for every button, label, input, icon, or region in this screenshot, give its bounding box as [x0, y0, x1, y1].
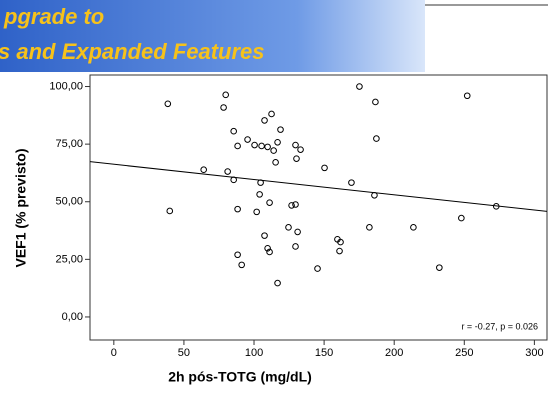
- point: [337, 238, 344, 246]
- point: [336, 247, 343, 255]
- point: [222, 91, 229, 99]
- watermark-banner: [0, 0, 425, 72]
- point: [410, 224, 417, 231]
- x-tick-label: 50: [178, 347, 190, 359]
- point: [264, 244, 271, 252]
- point: [224, 168, 231, 175]
- point: [261, 232, 268, 239]
- point: [372, 98, 379, 106]
- point: [238, 261, 245, 269]
- x-tick-label: 0: [111, 347, 117, 359]
- point: [458, 214, 465, 222]
- point: [277, 126, 284, 133]
- point: [274, 279, 281, 287]
- point: [266, 199, 273, 206]
- fit-line: [90, 161, 547, 212]
- x-tick-label: 200: [385, 347, 403, 359]
- point: [230, 176, 237, 184]
- point: [285, 224, 292, 231]
- point: [356, 83, 363, 90]
- x-tick-label: 100: [245, 347, 263, 359]
- point: [266, 248, 273, 256]
- watermark-text: s and Expanded Features: [0, 39, 265, 64]
- y-axis-label: VEF1 (% previsto): [13, 148, 29, 267]
- point: [220, 104, 227, 111]
- point: [293, 155, 300, 162]
- point: [257, 179, 264, 186]
- point: [366, 224, 373, 231]
- point: [230, 127, 237, 135]
- y-tick-label: 75,00: [55, 138, 83, 150]
- point: [272, 159, 279, 166]
- point: [292, 201, 299, 208]
- point: [321, 164, 328, 172]
- x-axis-label: 2h pós-TOTG (mg/dL): [168, 369, 312, 385]
- point: [373, 135, 380, 142]
- point: [270, 147, 277, 154]
- point: [166, 207, 174, 215]
- point: [292, 141, 299, 149]
- y-tick-label: 50,00: [55, 196, 83, 208]
- point: [463, 92, 471, 100]
- point: [274, 138, 281, 146]
- point: [234, 142, 241, 150]
- point: [294, 228, 301, 236]
- point: [261, 117, 268, 124]
- point: [288, 202, 295, 209]
- point: [253, 208, 260, 216]
- point: [492, 203, 500, 210]
- point: [234, 205, 241, 213]
- point: [314, 265, 321, 272]
- point: [436, 264, 443, 271]
- y-tick-label: 0,00: [62, 311, 83, 323]
- plot-area: [89, 74, 548, 341]
- point: [164, 100, 172, 108]
- point: [371, 191, 378, 199]
- point: [200, 166, 207, 174]
- point: [268, 110, 275, 118]
- x-tick-label: 300: [525, 347, 543, 359]
- x-tick-label: 250: [455, 347, 473, 359]
- point: [348, 179, 355, 186]
- point: [234, 251, 241, 259]
- y-tick-label: 100,00: [49, 80, 83, 92]
- point: [264, 143, 271, 151]
- point: [297, 146, 304, 153]
- annotation: r = -0.27, p = 0.026: [461, 321, 538, 331]
- point: [292, 243, 299, 250]
- point: [258, 142, 265, 150]
- x-tick-label: 150: [315, 347, 333, 359]
- y-tick-label: 25,00: [55, 253, 83, 265]
- point: [251, 141, 258, 149]
- point: [244, 136, 251, 143]
- watermark-text: pgrade to: [3, 4, 104, 29]
- point: [256, 191, 263, 198]
